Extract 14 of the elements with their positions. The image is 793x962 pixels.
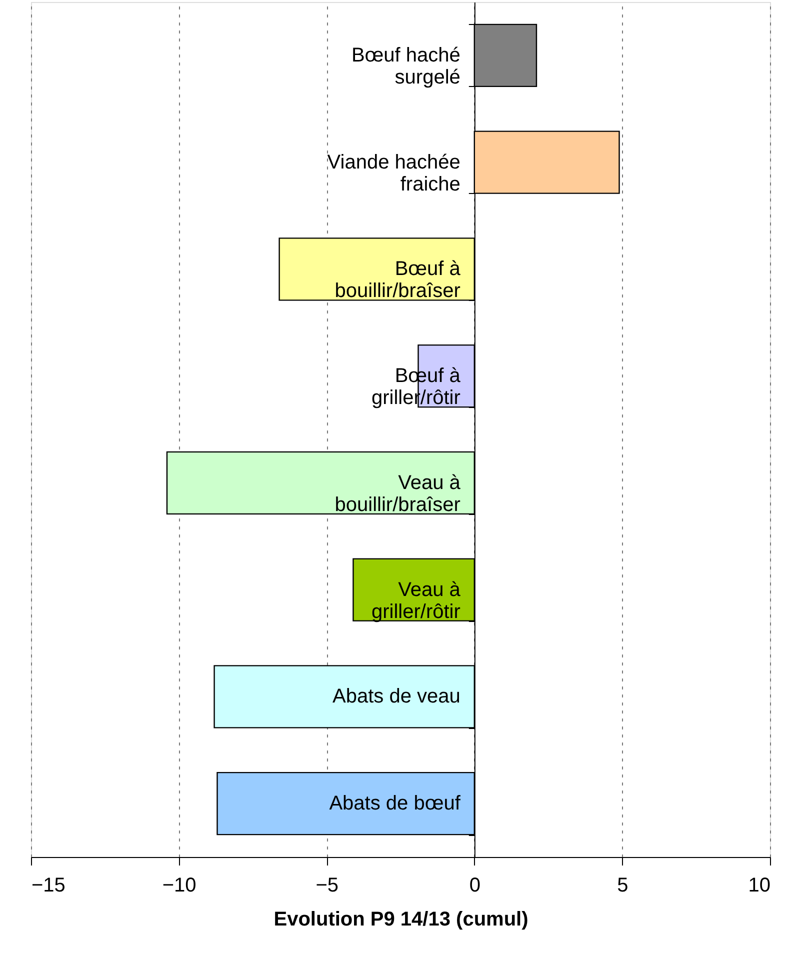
x-tick-label: 5	[617, 874, 628, 896]
x-tick-label: −15	[32, 874, 66, 896]
x-axis-title: Evolution P9 14/13 (cumul)	[274, 908, 528, 930]
y-tick-label: Bœuf haché surgelé	[351, 44, 460, 88]
y-tick-label: Abats de veau	[332, 686, 460, 708]
y-tick-label: Veau à griller/rôtir	[371, 578, 462, 623]
x-tick-label: 10	[748, 874, 770, 896]
y-tick-label: Bœuf à bouillir/braîser	[334, 258, 462, 302]
x-tick-label: −5	[316, 874, 339, 896]
y-tick-label: Abats de bœuf	[329, 792, 461, 815]
y-tick-label: Viande hachée fraiche	[327, 151, 460, 196]
y-tick-label: Veau à bouillir/braîser	[334, 472, 462, 516]
x-tick-label: −10	[162, 874, 196, 896]
x-tick-label: 0	[469, 874, 480, 896]
